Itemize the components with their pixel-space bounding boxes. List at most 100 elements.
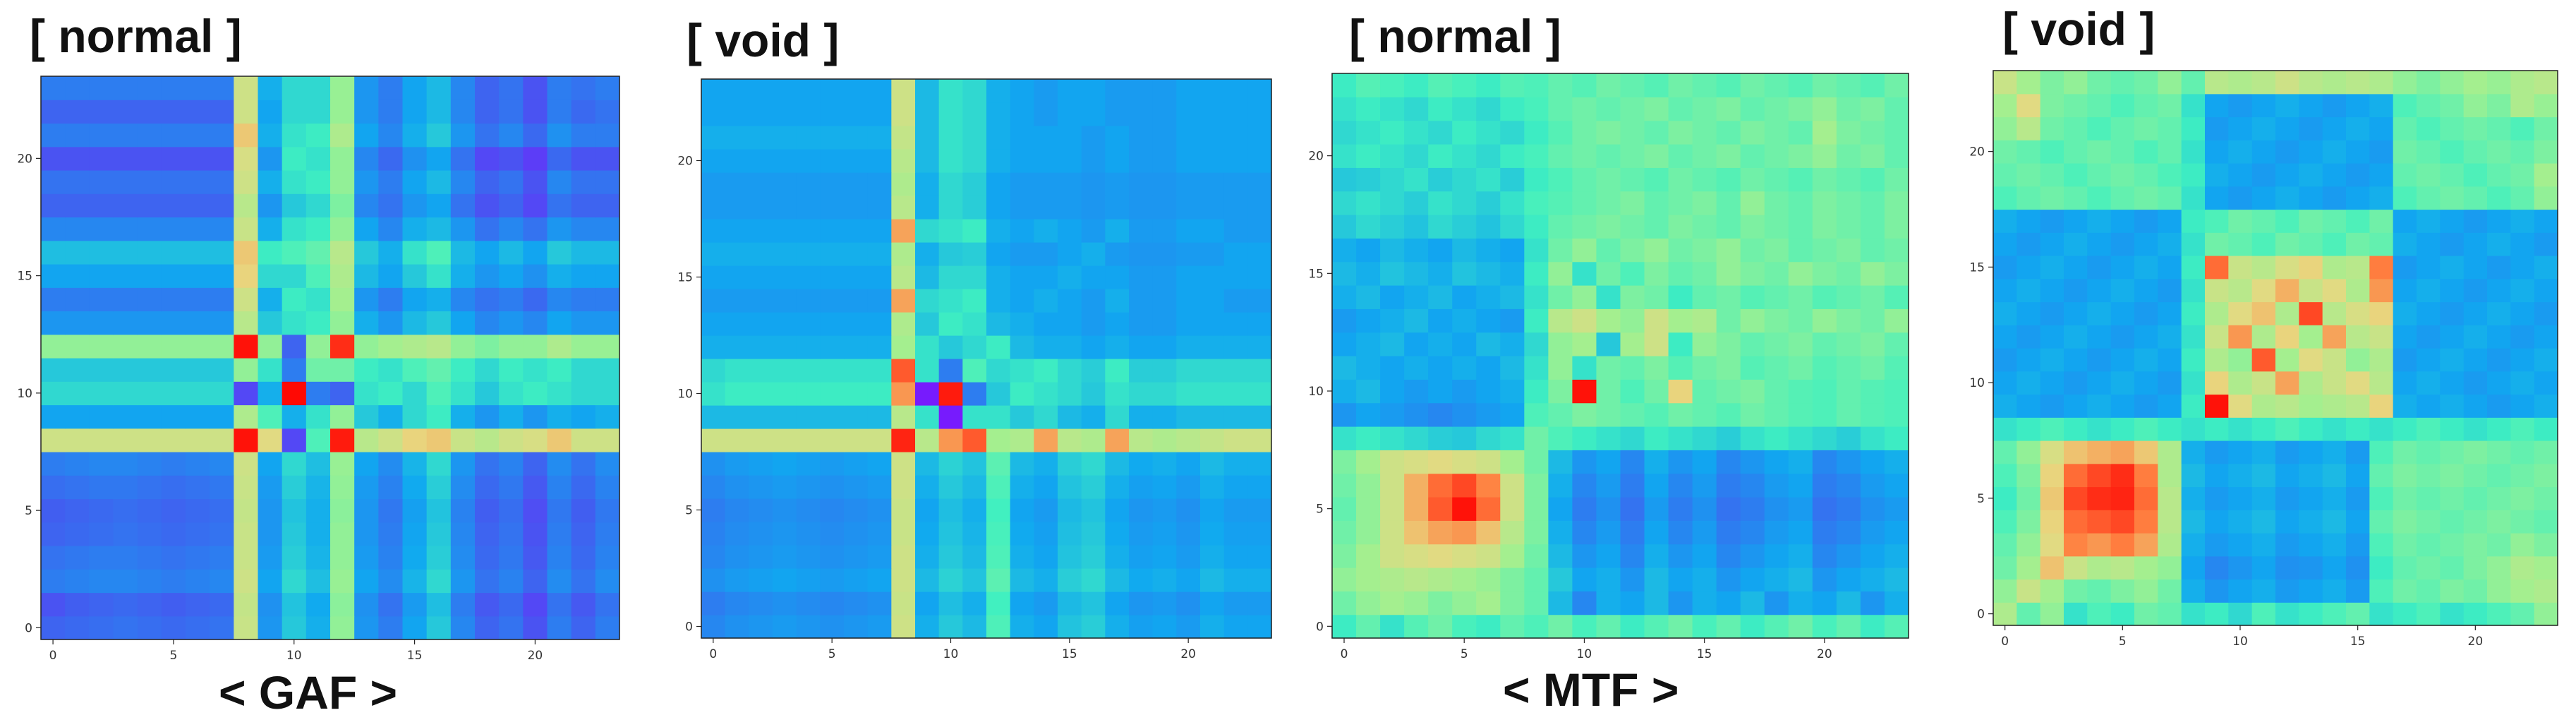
heatmap-cell bbox=[2087, 278, 2112, 303]
heatmap-cell bbox=[1500, 426, 1525, 450]
heatmap-cell bbox=[2322, 256, 2347, 280]
heatmap-cell bbox=[2487, 602, 2511, 626]
heatmap-cell bbox=[1223, 289, 1248, 313]
heatmap-cell bbox=[1788, 614, 1813, 639]
heatmap-cell bbox=[1596, 426, 1621, 450]
heatmap-cell bbox=[2346, 510, 2370, 534]
heatmap-cell bbox=[1740, 308, 1765, 333]
heatmap-cell bbox=[701, 265, 726, 289]
heatmap-cell bbox=[2251, 371, 2276, 395]
heatmap-cell bbox=[1200, 126, 1225, 150]
heatmap-cell bbox=[547, 522, 572, 546]
heatmap-cell bbox=[1524, 97, 1549, 121]
heatmap-cell bbox=[1596, 144, 1621, 168]
heatmap-cell bbox=[1812, 332, 1837, 356]
heatmap-cell bbox=[1596, 215, 1621, 239]
heatmap-cell bbox=[547, 428, 572, 452]
heatmap-cell bbox=[1692, 520, 1717, 545]
heatmap-cell bbox=[1836, 614, 1861, 639]
heatmap-cell bbox=[89, 358, 114, 382]
heatmap-cell bbox=[1740, 215, 1765, 239]
heatmap-cell bbox=[1764, 120, 1789, 145]
heatmap-cell bbox=[986, 545, 1011, 569]
heatmap-cell bbox=[1247, 452, 1272, 476]
heatmap-cell bbox=[1380, 215, 1405, 239]
heatmap-cell bbox=[2205, 278, 2229, 303]
heatmap-cell bbox=[1380, 543, 1405, 568]
heatmap-cell bbox=[1010, 172, 1034, 196]
heatmap-cell bbox=[137, 546, 162, 570]
heatmap-cell bbox=[796, 568, 821, 592]
heatmap-cell bbox=[2369, 163, 2394, 187]
heatmap-cell bbox=[1058, 498, 1082, 522]
heatmap-cell bbox=[571, 475, 596, 500]
heatmap-cell bbox=[282, 100, 307, 124]
heatmap-cell bbox=[749, 335, 773, 359]
heatmap-cell bbox=[2369, 417, 2394, 441]
heatmap-cell bbox=[938, 359, 963, 383]
heatmap-cell bbox=[938, 312, 963, 336]
heatmap-cell bbox=[65, 76, 90, 100]
heatmap-cell bbox=[2134, 209, 2158, 233]
heatmap-cell bbox=[986, 126, 1011, 150]
heatmap-cell bbox=[2346, 256, 2370, 280]
heatmap-cell bbox=[595, 311, 620, 335]
heatmap-cell bbox=[2205, 301, 2229, 325]
heatmap-cell bbox=[1428, 567, 1453, 591]
heatmap-cell bbox=[2205, 348, 2229, 372]
heatmap-cell bbox=[1428, 402, 1453, 427]
heatmap-cell bbox=[1620, 497, 1645, 521]
heatmap-cell bbox=[450, 264, 476, 288]
y-tick-label: 15 bbox=[1308, 267, 1324, 281]
heatmap-cell bbox=[378, 170, 404, 194]
heatmap-cell bbox=[2228, 71, 2253, 95]
heatmap-cell bbox=[475, 311, 500, 335]
heatmap-cell bbox=[378, 264, 404, 288]
heatmap-cell bbox=[1452, 191, 1477, 215]
heatmap-cell bbox=[330, 404, 355, 429]
heatmap-cell bbox=[1081, 335, 1106, 359]
heatmap-cell bbox=[820, 196, 845, 220]
heatmap-cell bbox=[1356, 520, 1381, 545]
heatmap-cell bbox=[1428, 308, 1453, 333]
heatmap-cell bbox=[1644, 215, 1669, 239]
heatmap-cell bbox=[450, 592, 476, 617]
heatmap-cell bbox=[796, 126, 821, 150]
heatmap-cell bbox=[2087, 440, 2112, 464]
heatmap-cell bbox=[2393, 533, 2417, 557]
heatmap-cell bbox=[962, 591, 987, 615]
heatmap-cell bbox=[89, 76, 114, 100]
heatmap-cell bbox=[1010, 545, 1034, 569]
heatmap-cell bbox=[1223, 591, 1248, 615]
heatmap-cell bbox=[41, 264, 66, 288]
group-label-gaf: < GAF > bbox=[219, 666, 398, 719]
heatmap-cell bbox=[306, 264, 331, 288]
heatmap-cell bbox=[1788, 402, 1813, 427]
heatmap-cell bbox=[330, 76, 355, 100]
heatmap-cell bbox=[65, 146, 90, 171]
heatmap-cell bbox=[2064, 256, 2088, 280]
heatmap-cell bbox=[773, 522, 797, 546]
heatmap-cell bbox=[2369, 555, 2394, 580]
heatmap-cell bbox=[1452, 379, 1477, 404]
heatmap-cell bbox=[962, 312, 987, 336]
heatmap-cell bbox=[1200, 405, 1225, 429]
heatmap-cell bbox=[796, 382, 821, 406]
heatmap-cell bbox=[2299, 140, 2323, 164]
heatmap-cell bbox=[725, 219, 749, 243]
heatmap-cell bbox=[282, 358, 307, 382]
heatmap-cell bbox=[2510, 533, 2535, 557]
heatmap-cell bbox=[1223, 172, 1248, 196]
heatmap-cell bbox=[2487, 440, 2511, 464]
heatmap-cell bbox=[258, 123, 283, 148]
y-tick-label: 5 bbox=[685, 504, 693, 518]
heatmap-cell bbox=[137, 334, 162, 359]
heatmap-cell bbox=[2228, 140, 2253, 164]
heatmap-cell bbox=[354, 193, 379, 218]
heatmap-cell bbox=[1105, 196, 1130, 220]
heatmap-cell bbox=[1572, 285, 1597, 309]
heatmap-cell bbox=[499, 100, 524, 124]
heatmap-cell bbox=[2393, 486, 2417, 510]
heatmap-cell bbox=[426, 193, 452, 218]
heatmap-cell bbox=[161, 428, 186, 452]
